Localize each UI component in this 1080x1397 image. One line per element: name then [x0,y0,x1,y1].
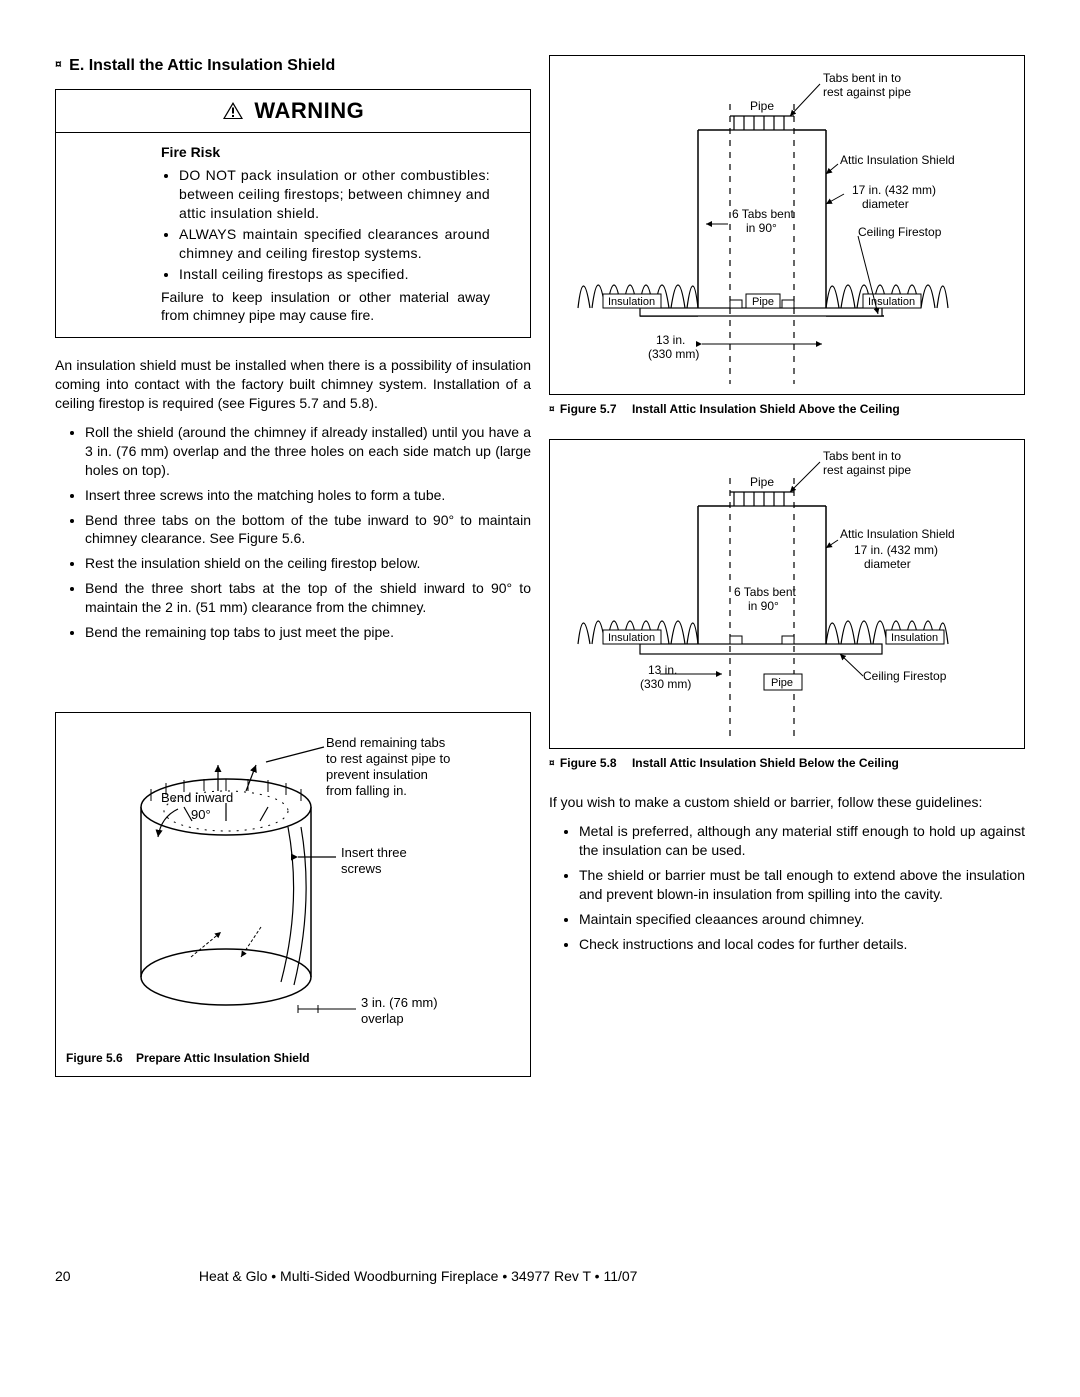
figure-5-6-caption: Figure 5.6 Prepare Attic Insulation Shie… [66,1050,520,1066]
svg-text:diameter: diameter [862,197,909,211]
warning-failure: Failure to keep insulation or other mate… [161,288,490,326]
svg-text:Insulation: Insulation [608,296,655,308]
svg-text:in 90°: in 90° [748,599,779,613]
warning-icon [222,98,244,128]
footer-line: Heat & Glo • Multi-Sided Woodburning Fir… [199,1268,638,1284]
svg-text:diameter: diameter [864,557,911,571]
page-number: 20 [55,1267,195,1286]
svg-text:13 in.: 13 in. [648,663,677,677]
svg-text:rest against pipe: rest against pipe [823,463,911,477]
svg-text:6 Tabs bent: 6 Tabs bent [732,207,794,221]
figure-5-6: Bend inward 90° Bend remaining tabs to r… [55,712,531,1077]
svg-text:screws: screws [341,861,382,876]
step-item: Bend three tabs on the bottom of the tub… [85,511,531,549]
svg-text:(330 mm): (330 mm) [648,347,699,361]
step-item: Rest the insulation shield on the ceilin… [85,554,531,573]
fire-risk-label: Fire Risk [161,143,490,162]
figure-5-7-caption: ¤ Figure 5.7 Install Attic Insulation Sh… [549,401,1025,417]
guideline-item: Check instructions and local codes for f… [579,935,1025,954]
guideline-item: The shield or barrier must be tall enoug… [579,866,1025,904]
svg-text:Insulation: Insulation [891,632,938,644]
svg-text:Attic Insulation Shield: Attic Insulation Shield [840,153,955,167]
guideline-item: Metal is preferred, although any materia… [579,822,1025,860]
svg-text:Pipe: Pipe [752,296,774,308]
svg-text:Insulation: Insulation [608,632,655,644]
warning-list: DO NOT pack insulation or other combusti… [161,166,490,283]
step-item: Insert three screws into the matching ho… [85,486,531,505]
svg-text:Insulation: Insulation [868,296,915,308]
section-marker: ¤ [55,57,62,71]
svg-text:3 in. (76 mm): 3 in. (76 mm) [361,995,438,1010]
svg-text:Ceiling Firestop: Ceiling Firestop [858,225,942,239]
svg-text:17 in. (432 mm): 17 in. (432 mm) [852,183,936,197]
step-item: Bend the remaining top tabs to just meet… [85,623,531,642]
svg-text:to rest against pipe to: to rest against pipe to [326,751,450,766]
page-footer: 20 Heat & Glo • Multi-Sided Woodburning … [55,1267,1025,1286]
intro-paragraph: An insulation shield must be installed w… [55,356,531,413]
figure-5-8: Tabs bent in to rest against pipe Pipe A… [549,439,1025,749]
warning-box: WARNING Fire Risk DO NOT pack insulation… [55,89,531,339]
svg-text:Bend inward: Bend inward [161,790,233,805]
svg-text:from falling in.: from falling in. [326,783,407,798]
step-item: Roll the shield (around the chimney if a… [85,423,531,480]
svg-text:Attic Insulation Shield: Attic Insulation Shield [840,527,955,541]
warning-item: ALWAYS maintain speciﬁed clearances arou… [179,225,490,263]
figure-5-8-svg: Tabs bent in to rest against pipe Pipe A… [558,448,1018,742]
steps-list: Roll the shield (around the chimney if a… [55,423,531,642]
svg-text:Tabs bent in to: Tabs bent in to [823,71,901,85]
guidelines-list: Metal is preferred, although any materia… [549,822,1025,953]
svg-text:Pipe: Pipe [750,99,774,113]
svg-text:Tabs bent in to: Tabs bent in to [823,449,901,463]
step-item: Bend the three short tabs at the top of … [85,579,531,617]
custom-shield-intro: If you wish to make a custom shield or b… [549,793,1025,812]
warning-text: WARNING [254,98,364,123]
svg-text:Pipe: Pipe [771,677,793,689]
svg-text:17 in. (432 mm): 17 in. (432 mm) [854,543,938,557]
svg-text:Bend remaining tabs: Bend remaining tabs [326,735,446,750]
warning-heading: WARNING [56,90,530,134]
warning-item: Install ceiling ﬁrestops as speciﬁed. [179,265,490,284]
svg-text:13 in.: 13 in. [656,333,685,347]
svg-text:in 90°: in 90° [746,221,777,235]
figure-5-7: Tabs bent in to rest against pipe Pipe A… [549,55,1025,395]
svg-text:90°: 90° [191,807,211,822]
svg-text:overlap: overlap [361,1011,404,1026]
figure-5-8-caption: ¤ Figure 5.8 Install Attic Insulation Sh… [549,755,1025,771]
svg-text:(330 mm): (330 mm) [640,677,691,691]
figure-5-7-svg: Tabs bent in to rest against pipe Pipe A… [558,64,1018,386]
figure-5-6-svg: Bend inward 90° Bend remaining tabs to r… [66,727,486,1037]
section-title-text: E. Install the Attic Insulation Shield [69,57,335,74]
svg-text:rest against pipe: rest against pipe [823,85,911,99]
svg-text:Insert three: Insert three [341,845,407,860]
svg-text:Ceiling Firestop: Ceiling Firestop [863,669,947,683]
svg-text:prevent insulation: prevent insulation [326,767,428,782]
warning-item: DO NOT pack insulation or other combusti… [179,166,490,223]
guideline-item: Maintain speciﬁed cleaances around chimn… [579,910,1025,929]
section-title: ¤ E. Install the Attic Insulation Shield [55,55,531,77]
svg-text:6 Tabs bent: 6 Tabs bent [734,585,796,599]
svg-text:Pipe: Pipe [750,475,774,489]
